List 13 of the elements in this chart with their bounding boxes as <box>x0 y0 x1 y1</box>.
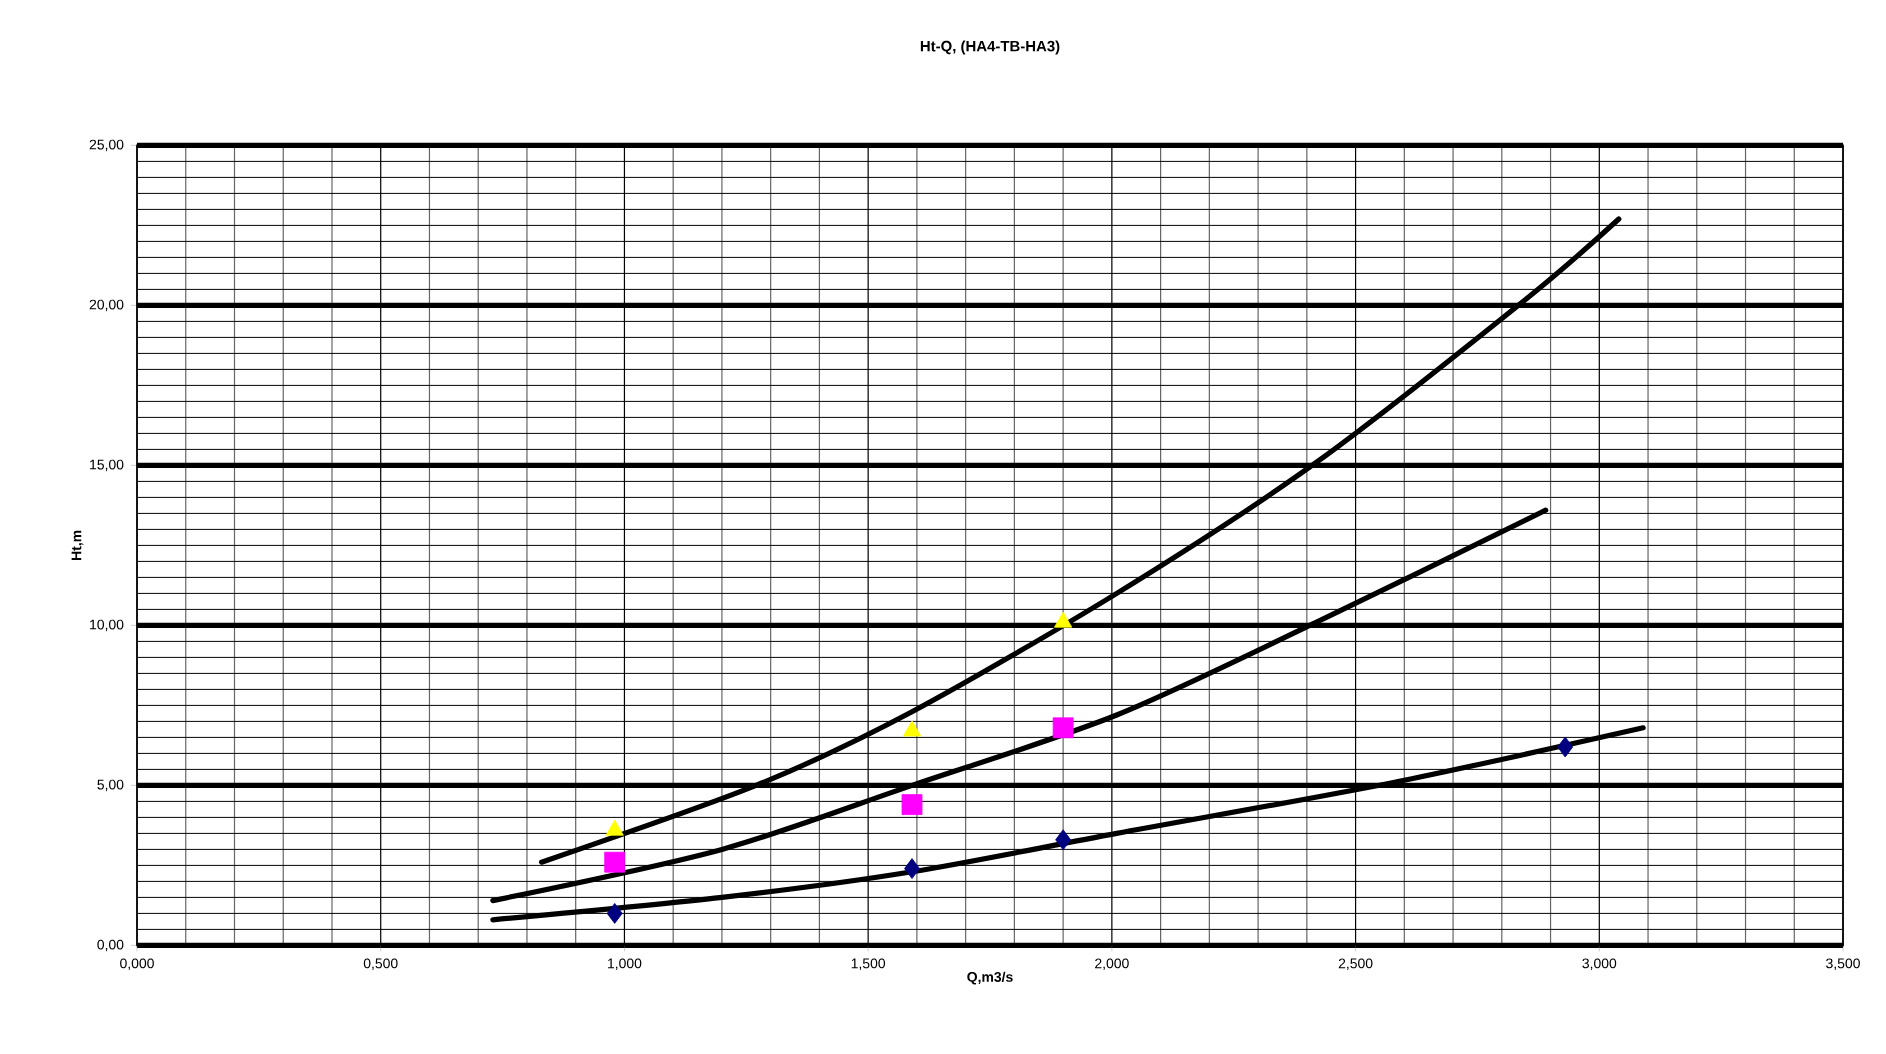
point <box>1054 611 1073 628</box>
point <box>1557 736 1574 758</box>
line-series <box>490 507 1549 904</box>
point <box>904 858 920 879</box>
point <box>901 794 923 815</box>
point <box>604 851 626 873</box>
line-series <box>490 725 1646 923</box>
point <box>606 903 623 924</box>
point <box>902 720 922 737</box>
point <box>605 819 624 836</box>
point <box>1052 717 1074 739</box>
point <box>1055 829 1072 851</box>
line-series <box>538 216 1622 865</box>
